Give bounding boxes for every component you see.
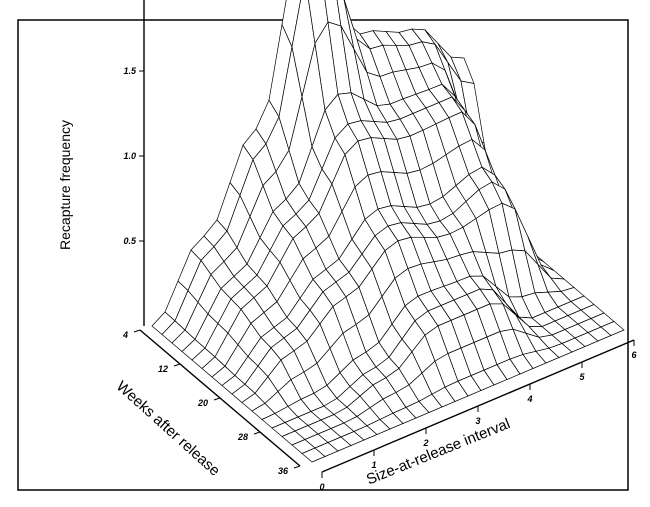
size-tick-label: 0 — [319, 482, 324, 492]
z-tick-label: 1.5 — [123, 66, 137, 76]
size-tick-label: 1 — [371, 460, 376, 470]
surface-cell — [600, 321, 625, 336]
weeks-tick-mark — [173, 363, 181, 367]
weeks-tick-label: 12 — [158, 364, 168, 374]
size-tick-label: 2 — [422, 438, 428, 448]
size-tick-label: 4 — [526, 394, 532, 404]
weeks-tick-mark — [253, 431, 261, 435]
weeks-tick-label: 28 — [237, 432, 248, 442]
surface-mesh — [151, 0, 625, 463]
weeks-tick-label: 36 — [278, 466, 289, 476]
weeks-tick-mark — [133, 329, 141, 333]
z-tick-label: 1.0 — [123, 151, 136, 161]
size-tick-label: 6 — [631, 350, 637, 360]
size-tick-label: 3 — [475, 416, 480, 426]
z-axis-label: Recapture frequency — [57, 120, 73, 250]
weeks-tick-label: 4 — [122, 330, 128, 340]
weeks-tick-label: 20 — [197, 398, 208, 408]
weeks-tick-mark — [293, 465, 301, 469]
z-tick-label: 0.5 — [123, 236, 137, 246]
size-tick-label: 5 — [579, 372, 585, 382]
weeks-axis-label: Weeks after release — [113, 378, 223, 480]
weeks-tick-mark — [213, 397, 221, 401]
